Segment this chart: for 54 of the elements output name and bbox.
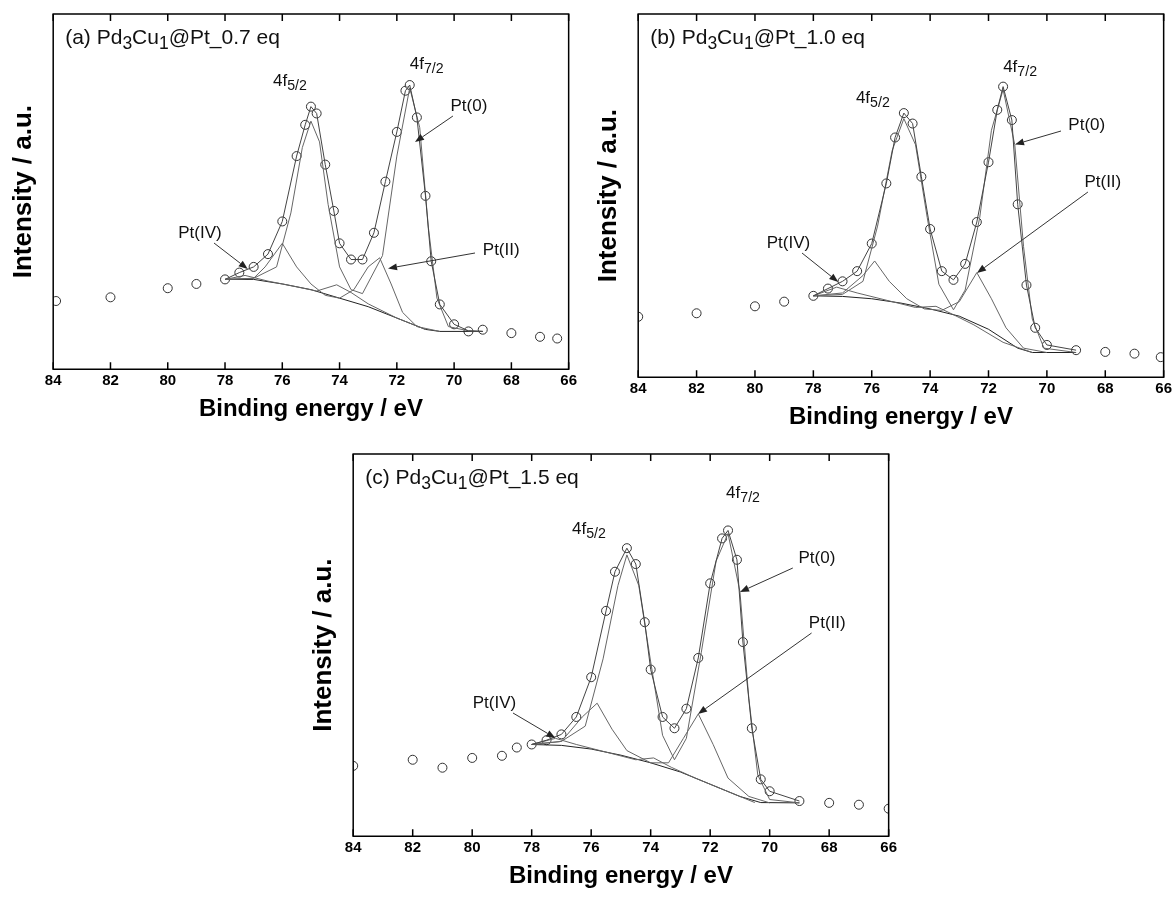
- annotation: 4f$_{5/2}$: [272, 70, 307, 93]
- x-tick-label: 70: [1038, 379, 1056, 397]
- annotation: Pt(0): [798, 547, 836, 567]
- x-tick-label: 66: [1155, 379, 1172, 397]
- x-axis-title: Binding energy / eV: [198, 394, 423, 422]
- x-tick-label: 68: [820, 838, 838, 856]
- x-tick-label: 84: [344, 838, 363, 856]
- annotation: 4f$_{5/2}$: [571, 518, 606, 542]
- annotation: 4f$_{7/2}$: [726, 483, 760, 506]
- chart-title: (a) Pd$_{3}$Cu$_{1}$@Pt_0.7 eq: [65, 25, 280, 54]
- x-tick-label: 82: [102, 371, 119, 389]
- annotation: Pt(0): [450, 95, 488, 115]
- x-tick-label: 68: [503, 371, 520, 389]
- x-tick-label: 74: [331, 371, 349, 389]
- x-tick-label: 82: [688, 379, 705, 397]
- y-axis-title: Intensity / a.u.: [306, 558, 337, 732]
- annotation: 4f$_{5/2}$: [855, 87, 890, 111]
- x-tick-label: 74: [642, 838, 660, 856]
- annotation: Pt(IV): [178, 222, 222, 242]
- annotation: Pt(0): [1068, 114, 1106, 134]
- annotation: Pt(IV): [766, 232, 811, 252]
- x-tick-label: 76: [863, 379, 881, 397]
- annotation: Pt(IV): [472, 692, 517, 712]
- x-tick-label: 80: [746, 379, 764, 397]
- chart-title: (b) Pd$_{3}$Cu$_{1}$@Pt_1.0 eq: [650, 25, 865, 54]
- x-tick-label: 84: [629, 379, 648, 397]
- x-tick-label: 78: [216, 371, 234, 389]
- y-axis-title: Intensity / a.u.: [6, 104, 37, 279]
- chart-title: (c) Pd$_{3}$Cu$_{1}$@Pt_1.5 eq: [365, 465, 579, 494]
- x-tick-label: 82: [404, 838, 422, 856]
- annotation: 4f$_{7/2}$: [1003, 56, 1038, 79]
- annotation: Pt(II): [482, 239, 520, 259]
- annotation: Pt(II): [1084, 171, 1122, 191]
- x-tick-label: 80: [463, 838, 481, 856]
- x-tick-label: 72: [701, 838, 719, 856]
- x-tick-label: 78: [805, 379, 822, 397]
- x-tick-label: 72: [980, 379, 997, 397]
- annotation: Pt(II): [808, 612, 846, 632]
- x-axis-title: Binding energy / eV: [788, 402, 1013, 430]
- x-axis-title: Binding energy / eV: [508, 861, 733, 889]
- x-tick-label: 76: [582, 838, 600, 856]
- x-tick-label: 84: [44, 371, 63, 389]
- x-tick-label: 70: [761, 838, 779, 856]
- y-axis-title: Intensity / a.u.: [591, 108, 622, 283]
- x-tick-label: 74: [921, 379, 940, 397]
- x-tick-label: 68: [1096, 379, 1114, 397]
- x-tick-label: 66: [560, 371, 577, 389]
- x-tick-label: 70: [445, 371, 463, 389]
- x-tick-label: 72: [388, 371, 406, 389]
- annotation: 4f$_{7/2}$: [409, 53, 444, 77]
- x-tick-label: 66: [880, 838, 897, 856]
- x-tick-label: 80: [159, 371, 177, 389]
- x-tick-label: 78: [523, 838, 541, 856]
- x-tick-label: 76: [273, 371, 291, 389]
